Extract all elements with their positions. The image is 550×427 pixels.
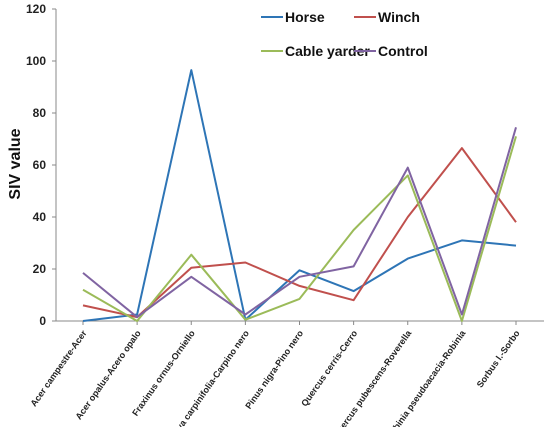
- series-line-cable-yarder: [82, 136, 517, 322]
- legend: Horse Winch Cable yarder Control: [261, 9, 428, 59]
- x-tick-label: Quercus cerris-Cerro: [299, 328, 359, 408]
- legend-label-cable-yarder: Cable yarder: [285, 43, 370, 59]
- y-tick-label: 100: [26, 54, 46, 68]
- x-tick-label: Ostrya carpinifolia-Carpino nero: [164, 328, 252, 427]
- y-tick-label: 120: [26, 2, 46, 16]
- series-line-winch: [82, 147, 517, 319]
- x-tick-label: Acer campestre-Acer: [29, 328, 89, 408]
- y-tick-label: 0: [39, 314, 46, 328]
- series-lines: [82, 69, 517, 322]
- series-line-horse: [82, 69, 517, 322]
- y-tick-label: 20: [33, 262, 47, 276]
- series-line-control: [82, 127, 517, 319]
- y-ticks: 0 20 40 60 80 100 120: [26, 2, 56, 328]
- x-tick-label: Fraxinus ornus-Orniello: [130, 328, 197, 418]
- x-tick-label: Sorbus l.-Sorbo: [475, 328, 522, 389]
- y-tick-label: 60: [33, 158, 47, 172]
- legend-label-horse: Horse: [285, 9, 325, 25]
- legend-label-control: Control: [378, 43, 428, 59]
- y-tick-label: 40: [33, 210, 47, 224]
- y-tick-label: 80: [33, 106, 47, 120]
- legend-label-winch: Winch: [378, 9, 420, 25]
- x-tick-label: Pinus nigra-Pino nero: [243, 328, 305, 411]
- y-axis-label: SIV value: [7, 128, 24, 199]
